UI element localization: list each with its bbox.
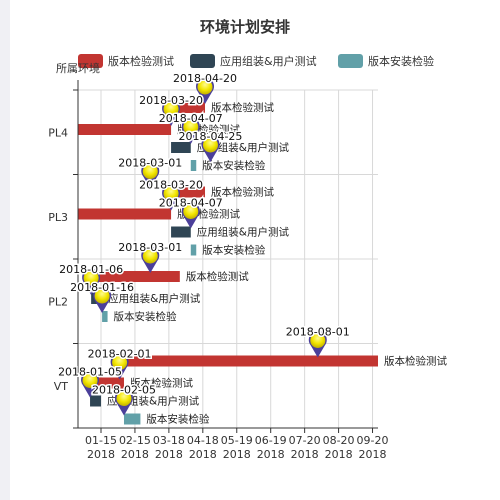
legend: 版本检验测试 应用组装&用户测试 版本安装检验 <box>78 54 434 68</box>
y-axis-label: 所属环境 <box>56 61 100 75</box>
bar-label: 版本安装检验 <box>202 159 265 172</box>
gantt-bar[interactable] <box>90 377 124 389</box>
category-label: PL3 <box>48 211 68 224</box>
pin-head <box>183 204 199 219</box>
x-tick-label-year: 2018 <box>325 448 353 461</box>
gantt-bar[interactable] <box>90 395 101 407</box>
category-label: PL4 <box>48 126 68 139</box>
pin-date-label: 2018-04-20 <box>173 72 237 85</box>
gantt-bar[interactable] <box>102 311 108 322</box>
x-tick-label-year: 2018 <box>359 448 387 461</box>
x-tick-label: 04-18 <box>187 434 219 447</box>
x-tick-label: 06-19 <box>255 434 287 447</box>
category-label: VT <box>54 380 69 393</box>
pin-head <box>163 186 179 201</box>
legend-swatch[interactable] <box>190 54 215 68</box>
pin-date-label: 2018-02-01 <box>88 348 152 361</box>
bar-label: 应用组装&用户测试 <box>197 141 290 154</box>
pin-head <box>112 355 128 370</box>
pin-head <box>142 164 158 179</box>
legend-item-label[interactable]: 版本检验测试 <box>108 54 174 68</box>
x-tick-label-year: 2018 <box>223 448 251 461</box>
x-tick-label-year: 2018 <box>87 448 115 461</box>
pin-head <box>94 288 110 304</box>
bar-label: 版本检验测试 <box>211 186 274 199</box>
category-label: PL2 <box>48 295 68 308</box>
x-tick-labels: 01-15201802-15201803-18201804-18201805-1… <box>85 434 389 461</box>
gantt-bar[interactable] <box>168 186 206 198</box>
gantt-bar[interactable] <box>91 271 180 282</box>
pin-date-label: 2018-04-07 <box>159 112 223 125</box>
bar-label: 版本检验测试 <box>186 270 249 283</box>
pin-head <box>202 137 218 153</box>
x-tick-label-year: 2018 <box>189 448 217 461</box>
pin-date-label: 2018-01-06 <box>59 263 123 276</box>
bar-label: 版本安装检验 <box>114 310 177 323</box>
pin-date-label: 2018-03-20 <box>139 179 203 192</box>
x-tick-label-year: 2018 <box>257 448 285 461</box>
page-edge-strip <box>0 0 10 500</box>
x-tick-label-year: 2018 <box>155 448 183 461</box>
pin-head <box>116 391 132 406</box>
x-tick-label: 07-20 <box>289 434 321 447</box>
x-tick-label: 09-20 <box>357 434 389 447</box>
pin-date-label: 2018-02-05 <box>92 384 156 397</box>
pin-date-label: 2018-01-05 <box>58 366 122 379</box>
x-tick-label: 01-15 <box>85 434 117 447</box>
pin-date-label: 2018-03-20 <box>139 94 203 107</box>
gantt-bar[interactable] <box>171 226 191 238</box>
pin-head <box>163 101 179 117</box>
pin-head <box>197 79 213 95</box>
pin-head <box>183 119 199 135</box>
pin-head <box>83 270 99 286</box>
pin-head <box>142 248 158 264</box>
x-tick-label-year: 2018 <box>291 448 319 461</box>
legend-item-label[interactable]: 版本安装检验 <box>368 54 434 68</box>
gantt-bar[interactable] <box>171 142 191 153</box>
pin-head <box>310 333 326 348</box>
axes <box>73 80 378 433</box>
pin-date-label: 2018-08-01 <box>286 326 350 339</box>
x-tick-label: 02-15 <box>119 434 151 447</box>
x-tick-label-year: 2018 <box>121 448 149 461</box>
gantt-bar[interactable] <box>168 102 206 113</box>
bar-label: 应用组装&用户测试 <box>197 226 290 239</box>
bar-label: 版本检验测试 <box>384 355 447 368</box>
gantt-bar[interactable] <box>119 355 379 367</box>
x-tick-label: 03-18 <box>153 434 185 447</box>
date-pins: 2018-04-20 2018-03-20 2018-04-07 2018-04-25… <box>57 71 351 416</box>
x-tick-label: 05-19 <box>221 434 253 447</box>
bar-label: 版本安装检验 <box>202 244 265 257</box>
legend-swatch[interactable] <box>78 54 103 68</box>
pin-date-label: 2018-01-16 <box>70 281 134 294</box>
bar-label: 版本检验测试 <box>130 377 193 390</box>
pin-head <box>82 373 98 388</box>
gantt-bar[interactable] <box>78 124 172 135</box>
legend-swatch[interactable] <box>338 54 363 68</box>
pin-date-label: 2018-04-25 <box>179 130 243 143</box>
bar-label: 版本检验测试 <box>211 101 274 114</box>
gantt-bar[interactable] <box>123 413 141 425</box>
legend-item-label[interactable]: 应用组装&用户测试 <box>220 54 317 68</box>
gantt-bar[interactable] <box>190 160 197 171</box>
bar-label: 应用组装&用户测试 <box>108 292 201 305</box>
x-tick-label: 08-20 <box>323 434 355 447</box>
bars: 版本检验测试版本检验测试应用组装&用户测试版本安装检验版本检验测试版本检验测试应… <box>78 101 447 426</box>
bar-label: 版本安装检验 <box>146 413 209 426</box>
chart-title: 环境计划安排 <box>200 18 290 36</box>
pin-date-label: 2018-03-01 <box>118 157 182 170</box>
gantt-bar[interactable] <box>78 208 172 220</box>
category-labels: PL4 PL3 PL2 VT <box>48 126 68 393</box>
pin-date-label: 2018-04-07 <box>159 197 223 210</box>
pin-date-label: 2018-03-01 <box>118 241 182 254</box>
gantt-bar[interactable] <box>190 244 197 256</box>
